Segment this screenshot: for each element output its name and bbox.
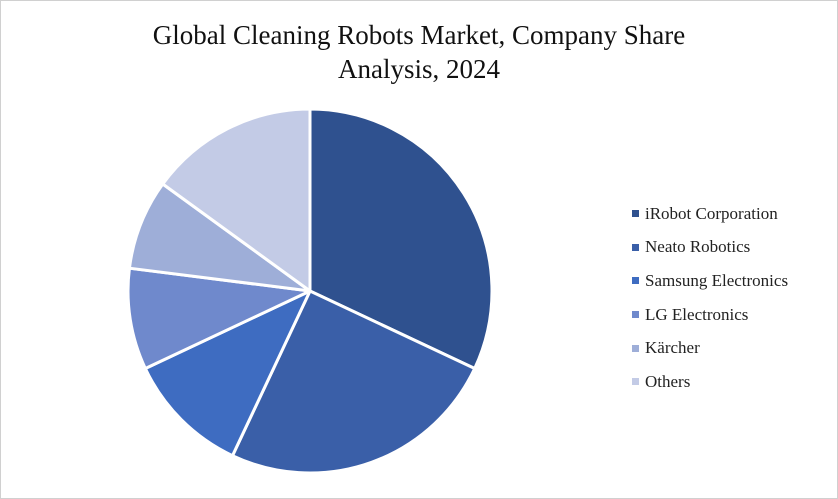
pie-slice-samsung-electronics [143, 289, 312, 458]
pie-slice-lg-electronics [126, 266, 312, 370]
legend-swatch [632, 344, 639, 352]
legend-item: Samsung Electronics [632, 264, 788, 298]
legend-item: Others [632, 365, 788, 399]
legend-label: Others [645, 371, 691, 391]
legend-swatch [632, 378, 639, 386]
chart-title-line-2: Analysis, 2024 [338, 54, 500, 84]
chart-title: Global Cleaning Robots Market, Company S… [0, 18, 838, 86]
legend-swatch [632, 311, 639, 319]
legend-swatch [632, 210, 639, 218]
legend-label: iRobot Corporation [645, 203, 778, 223]
legend-label: LG Electronics [645, 304, 749, 324]
legend-item: Kärcher [632, 331, 788, 365]
pie-slice-irobot-corporation [308, 107, 494, 370]
legend-label: Samsung Electronics [645, 270, 789, 290]
legend-label: Kärcher [645, 338, 700, 358]
pie-slice-others [161, 107, 312, 293]
pie-slice-neato-robotics [231, 289, 477, 475]
chart-legend: iRobot Corporation Neato Robotics Samsung … [632, 197, 788, 399]
legend-item: LG Electronics [632, 298, 788, 332]
pie-slice-k-rcher [127, 182, 312, 293]
legend-item: iRobot Corporation [632, 197, 788, 231]
legend-swatch [632, 243, 639, 251]
legend-swatch [632, 277, 639, 285]
legend-item: Neato Robotics [632, 231, 788, 265]
legend-label: Neato Robotics [645, 237, 751, 257]
chart-title-line-1: Global Cleaning Robots Market, Company S… [152, 20, 686, 50]
